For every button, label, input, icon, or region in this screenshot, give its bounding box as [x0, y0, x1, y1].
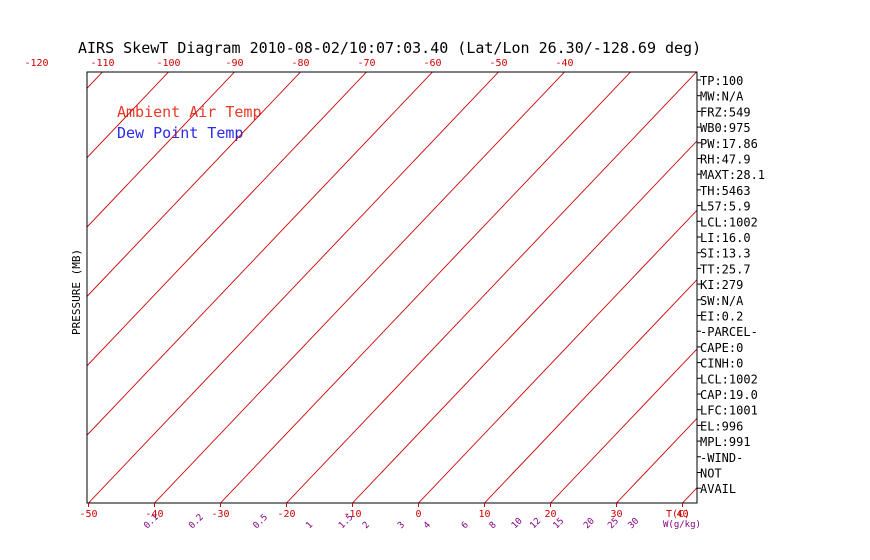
- y-axis-label: PRESSURE (MB): [70, 249, 83, 335]
- isotherm-line: [286, 72, 697, 503]
- temperature-tick-label: -20: [277, 509, 295, 520]
- isotherm-line: [87, 72, 301, 298]
- temperature-tick-label: -30: [211, 509, 229, 520]
- temperature-tick-label: -10: [343, 509, 361, 520]
- stat-item: MAXT:28.1: [700, 168, 765, 182]
- isotherm-line: [88, 72, 499, 503]
- stat-item: RH:47.9: [700, 153, 751, 167]
- temperature-tick-label: 30: [610, 509, 622, 520]
- top-temperature-tick-label: -80: [291, 58, 309, 69]
- isotherm-line: [550, 348, 697, 503]
- top-temperature-tick-label: -110: [90, 58, 114, 69]
- stat-item: LCL:1002: [700, 215, 758, 229]
- temperature-unit-label: T(C): [666, 509, 690, 520]
- mixing-ratio-tick-label: 0.2: [187, 513, 206, 532]
- isotherm-line: [352, 140, 697, 503]
- stat-item: L57:5.9: [700, 200, 751, 214]
- mixing-ratio-unit-label: W(g/kg): [663, 520, 701, 530]
- mixing-ratio-tick-label: 4: [422, 520, 433, 531]
- mixing-ratio-tick-label: 3: [396, 520, 407, 531]
- isotherm-line: [418, 209, 697, 503]
- temperature-tick-label: 20: [544, 509, 556, 520]
- stat-item: WB0:975: [700, 121, 751, 135]
- isotherm-line: [220, 72, 631, 503]
- legend-ambient-air-temp: Ambient Air Temp: [117, 103, 262, 121]
- chart-title: AIRS SkewT Diagram 2010-08-02/10:07:03.4…: [78, 39, 701, 57]
- mixing-ratio-tick-label: 10: [510, 516, 525, 531]
- isotherm-line: [87, 72, 169, 159]
- isotherm-line: [616, 417, 697, 503]
- temperature-tick-label: 10: [478, 509, 490, 520]
- stat-item: CAP:19.0: [700, 388, 758, 402]
- stat-item: LFC:1001: [700, 404, 758, 418]
- isotherm-line: [87, 72, 367, 367]
- isotherm-line: [0, 72, 37, 503]
- mixing-ratio-tick-label: 12: [528, 516, 543, 531]
- isotherm-line: [154, 72, 565, 503]
- top-temperature-tick-label: -70: [357, 58, 375, 69]
- stat-item: -WIND-: [700, 451, 743, 465]
- temperature-tick-label: -50: [79, 509, 97, 520]
- stat-item: MPL:991: [700, 435, 751, 449]
- legend-dew-point-temp: Dew Point Temp: [117, 124, 243, 142]
- mixing-ratio-tick-label: 1: [304, 520, 315, 531]
- top-temperature-tick-label: -50: [489, 58, 507, 69]
- plot-frame: [86, 71, 698, 504]
- stat-item: KI:279: [700, 278, 743, 292]
- stat-item: SW:N/A: [700, 294, 744, 308]
- stat-item: AVAIL: [700, 482, 736, 496]
- stat-item: EL:996: [700, 419, 743, 433]
- stat-item: FRZ:549: [700, 105, 751, 119]
- top-temperature-tick-label: -100: [156, 58, 180, 69]
- mixing-ratio-tick-label: 8: [488, 520, 499, 531]
- top-temperature-tick-label: -90: [225, 58, 243, 69]
- mixing-ratio-tick-label: 6: [460, 520, 471, 531]
- stat-item: TP:100: [700, 74, 743, 88]
- isotherm-line: [87, 72, 433, 436]
- stat-item: TT:25.7: [700, 262, 751, 276]
- stat-item: TH:5463: [700, 184, 751, 198]
- mixing-ratio-tick-label: 30: [627, 516, 642, 531]
- isotherm-line: [484, 278, 697, 503]
- mixing-ratio-tick-label: 0.5: [252, 513, 271, 532]
- stat-item: LI:16.0: [700, 231, 751, 245]
- tick-layer: 1002003004005006007008009001000-50-40-30…: [24, 58, 698, 532]
- stat-item: CAPE:0: [700, 341, 743, 355]
- temperature-tick-label: 40: [676, 509, 688, 520]
- mixing-ratio-tick-label: 20: [582, 516, 597, 531]
- isotherm-line: [749, 72, 870, 503]
- stat-item: LCL:1002: [700, 372, 758, 386]
- stat-item: MW:N/A: [700, 90, 744, 104]
- stat-item: PW:17.86: [700, 137, 758, 151]
- stat-item: SI:13.3: [700, 247, 751, 261]
- stat-item: CINH:0: [700, 357, 743, 371]
- top-temperature-tick-label: -120: [24, 58, 48, 69]
- grid-layer: [0, 72, 870, 503]
- stat-item: NOT: [700, 467, 722, 481]
- temperature-tick-label: -40: [145, 509, 163, 520]
- mixing-ratio-tick-label: 2: [361, 520, 372, 531]
- top-temperature-tick-label: -60: [423, 58, 441, 69]
- temperature-tick-label: 0: [415, 509, 421, 520]
- stat-item: EI:0.2: [700, 310, 743, 324]
- stat-item: -PARCEL-: [700, 325, 758, 339]
- isotherm-line: [87, 72, 235, 228]
- top-temperature-tick-label: -40: [555, 58, 573, 69]
